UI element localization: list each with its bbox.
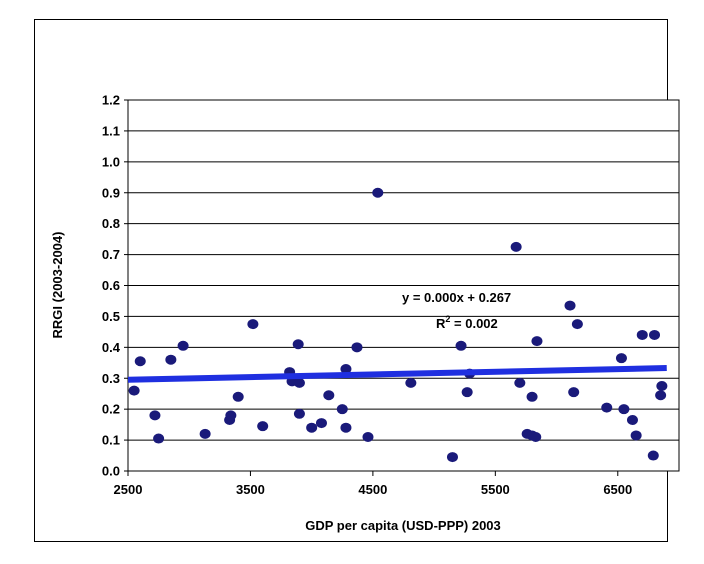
r-squared-label: R2 = 0.002 bbox=[436, 314, 498, 331]
data-point bbox=[626, 414, 638, 425]
x-tick-label: 2500 bbox=[114, 482, 143, 497]
y-tick-label: 0.8 bbox=[102, 216, 120, 231]
data-point bbox=[372, 187, 384, 198]
trendline bbox=[127, 365, 667, 383]
data-point bbox=[306, 422, 318, 433]
data-point bbox=[336, 404, 348, 415]
data-point bbox=[601, 402, 613, 413]
data-point bbox=[177, 340, 189, 351]
y-tick-label: 0.4 bbox=[102, 340, 121, 355]
data-point bbox=[153, 433, 165, 444]
y-tick-label: 0.6 bbox=[102, 278, 120, 293]
data-point bbox=[526, 391, 538, 402]
data-point bbox=[405, 377, 417, 388]
data-point bbox=[446, 452, 458, 463]
y-tick-label: 0.3 bbox=[102, 371, 120, 386]
data-point bbox=[351, 342, 363, 353]
data-point bbox=[293, 377, 305, 388]
y-tick-label: 0.5 bbox=[102, 309, 120, 324]
data-point bbox=[647, 450, 659, 461]
data-point bbox=[257, 421, 269, 432]
data-point bbox=[340, 363, 352, 374]
data-point bbox=[656, 380, 668, 391]
data-point bbox=[531, 336, 543, 347]
data-point bbox=[514, 377, 526, 388]
data-point bbox=[134, 356, 146, 367]
data-point bbox=[564, 300, 576, 311]
y-tick-label: 1.1 bbox=[102, 123, 120, 138]
x-tick-label: 4500 bbox=[358, 482, 387, 497]
data-point bbox=[630, 430, 642, 441]
data-point bbox=[225, 410, 237, 421]
data-point bbox=[247, 319, 259, 330]
data-point bbox=[292, 339, 304, 350]
y-tick-label: 0.9 bbox=[102, 185, 120, 200]
y-tick-label: 1.0 bbox=[102, 154, 120, 169]
data-point bbox=[455, 340, 467, 351]
x-tick-label: 3500 bbox=[236, 482, 265, 497]
x-axis-title: GDP per capita (USD-PPP) 2003 bbox=[305, 518, 501, 533]
data-point bbox=[232, 391, 244, 402]
y-tick-label: 0.7 bbox=[102, 247, 120, 262]
data-point bbox=[199, 428, 211, 439]
data-point bbox=[655, 390, 667, 401]
data-point bbox=[636, 329, 648, 340]
y-tick-label: 1.2 bbox=[102, 93, 120, 108]
x-tick-label: 6500 bbox=[603, 482, 632, 497]
data-point bbox=[615, 353, 627, 364]
data-point bbox=[461, 387, 473, 398]
data-point bbox=[315, 418, 327, 429]
data-point bbox=[571, 319, 583, 330]
x-tick-label: 5500 bbox=[481, 482, 510, 497]
data-point bbox=[340, 422, 352, 433]
trendline-equation: y = 0.000x + 0.267 bbox=[402, 290, 511, 305]
data-point bbox=[149, 410, 161, 421]
data-point bbox=[165, 354, 177, 365]
y-tick-label: 0.2 bbox=[102, 402, 120, 417]
data-point bbox=[568, 387, 580, 398]
data-point bbox=[293, 408, 305, 419]
data-point bbox=[362, 431, 374, 442]
data-point bbox=[649, 329, 661, 340]
data-point bbox=[510, 241, 522, 252]
x-tick-labels: 2500 3500 4500 5500 6500 bbox=[114, 482, 633, 497]
y-tick-label: 0.1 bbox=[102, 433, 120, 448]
data-point bbox=[530, 431, 542, 442]
y-axis-title: RRGI (2003-2004) bbox=[50, 232, 65, 339]
y-tick-labels: 0.0 0.1 0.2 0.3 0.4 0.5 0.6 0.7 0.8 0.9 1.0 1.1 1.2 bbox=[102, 93, 121, 479]
data-point bbox=[323, 390, 335, 401]
data-point bbox=[618, 404, 630, 415]
data-point bbox=[128, 385, 140, 396]
y-tick-label: 0.0 bbox=[102, 464, 120, 479]
